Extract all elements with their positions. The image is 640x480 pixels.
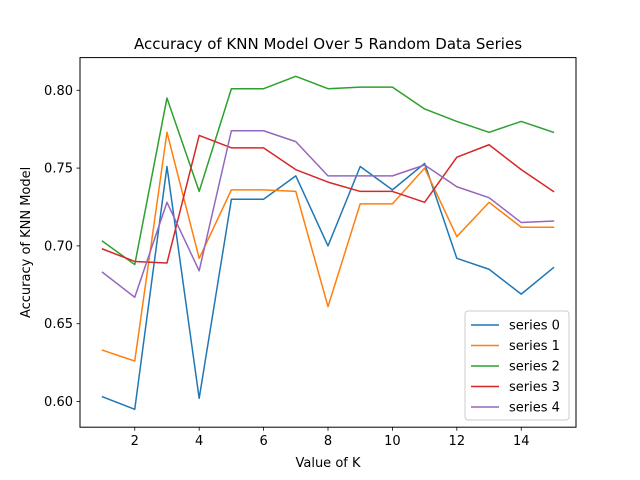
legend-label-1: series 1 <box>509 339 560 354</box>
series-line-2 <box>101 75 555 266</box>
x-tick-label: 14 <box>513 434 530 449</box>
chart-title: Accuracy of KNN Model Over 5 Random Data… <box>134 35 522 53</box>
y-axis: 0.60 0.65 0.70 0.75 0.80 <box>44 84 80 410</box>
legend-label-3: series 3 <box>509 380 560 395</box>
y-tick-label: 0.70 <box>44 239 73 254</box>
legend-label-0: series 0 <box>509 319 560 334</box>
y-tick-label: 0.60 <box>44 395 73 410</box>
y-axis-label: Accuracy of KNN Model <box>19 167 34 318</box>
legend-box <box>464 310 570 421</box>
x-tick-label: 10 <box>384 434 401 449</box>
x-axis-label: Value of K <box>295 456 360 471</box>
legend-label-4: series 4 <box>509 401 560 416</box>
series-line-3 <box>101 134 555 264</box>
y-tick-label: 0.65 <box>44 317 73 332</box>
x-tick-label: 6 <box>259 434 267 449</box>
series-line-1 <box>101 131 555 362</box>
x-tick-label: 4 <box>195 434 203 449</box>
series-lines <box>101 75 555 411</box>
series-line-0 <box>101 162 555 411</box>
y-tick-label: 0.75 <box>44 162 73 177</box>
series-line-4 <box>101 129 555 299</box>
x-tick-label: 8 <box>324 434 332 449</box>
x-tick-label: 2 <box>131 434 139 449</box>
legend: series 0 series 1 series 2 series 3 series 4 <box>464 310 570 421</box>
legend-label-2: series 2 <box>509 360 560 375</box>
x-axis: 2 4 6 8 10 12 14 <box>131 427 530 449</box>
x-tick-label: 12 <box>449 434 466 449</box>
y-tick-label: 0.80 <box>44 84 73 99</box>
